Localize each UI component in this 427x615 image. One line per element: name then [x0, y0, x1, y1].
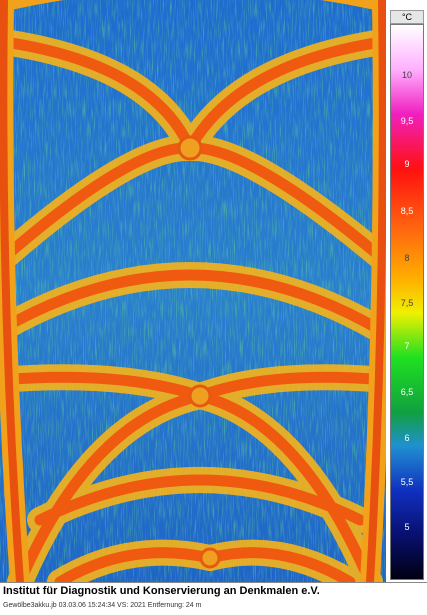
- rib-core: [0, 35, 386, 582]
- colorbar-tick: 5: [404, 522, 410, 532]
- rib-outer-core: [0, 0, 386, 582]
- temperature-colorbar: °C 1: [387, 10, 427, 582]
- colorbar-tick: 7: [404, 341, 410, 351]
- colorbar-tick: 9,5: [400, 116, 414, 126]
- rib-arcs: [0, 0, 386, 582]
- colorbar-tick: 10: [401, 70, 412, 80]
- keystone-middle: [188, 384, 212, 408]
- colorbar-tick: 9: [404, 159, 410, 169]
- colorbar-gradient: [390, 24, 424, 580]
- colorbar-tick: 6: [404, 433, 410, 443]
- institute-title: Institut für Diagnostik und Konservierun…: [3, 585, 320, 597]
- colorbar-tick: 6,5: [400, 387, 414, 397]
- keystone-bottom: [199, 547, 221, 569]
- colorbar-tick: 8,5: [400, 206, 414, 216]
- caption-bar: Institut für Diagnostik und Konservierun…: [0, 582, 427, 615]
- colorbar-tick: 7,5: [400, 298, 414, 308]
- keystone-top: [177, 135, 203, 161]
- thermal-image-frame: °C 1: [0, 0, 427, 582]
- colorbar-unit: °C: [390, 10, 424, 24]
- measurement-info: Gewölbe3akku.jb 03.03.06 15:24:34 VS: 20…: [3, 602, 202, 609]
- colorbar-tick: 5,5: [400, 477, 414, 487]
- colorbar-tick: 8: [404, 253, 410, 263]
- thermal-vault-image: [0, 0, 386, 582]
